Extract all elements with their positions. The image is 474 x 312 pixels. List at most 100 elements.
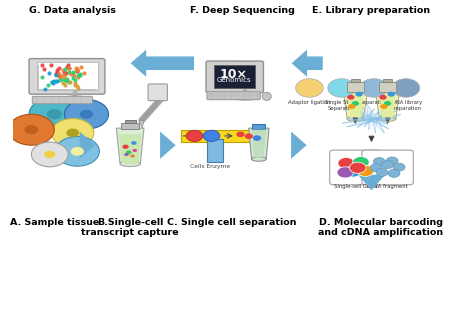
Point [59, 80, 66, 85]
Polygon shape [252, 130, 266, 158]
Ellipse shape [232, 96, 258, 100]
Bar [379, 82, 396, 92]
Point [70, 73, 78, 78]
Text: Cells Enzyme: Cells Enzyme [190, 164, 230, 169]
Point [48, 79, 56, 84]
Circle shape [55, 137, 100, 166]
Point [74, 85, 82, 90]
Text: cDNA library
preparation: cDNA library preparation [389, 100, 423, 110]
Text: Adaptor ligation: Adaptor ligation [288, 100, 331, 105]
Point [67, 71, 75, 76]
Circle shape [379, 95, 387, 100]
Text: A. Sample tissue: A. Sample tissue [9, 218, 99, 227]
Polygon shape [347, 93, 364, 117]
Point [65, 70, 73, 75]
Bar [351, 79, 360, 82]
Point [55, 73, 63, 78]
Point [71, 78, 79, 83]
Point [62, 82, 69, 87]
Point [60, 72, 68, 77]
Point [62, 78, 69, 83]
Point [65, 79, 73, 84]
Text: Genomics: Genomics [216, 77, 251, 83]
Bar [383, 79, 392, 82]
Ellipse shape [262, 92, 271, 100]
Point [48, 79, 55, 84]
Circle shape [237, 132, 245, 137]
Polygon shape [119, 134, 141, 162]
Point [73, 67, 81, 72]
Point [51, 78, 58, 83]
Ellipse shape [61, 96, 89, 100]
Ellipse shape [122, 160, 138, 164]
Circle shape [25, 125, 38, 134]
Circle shape [345, 166, 361, 177]
Point [52, 79, 60, 84]
Circle shape [386, 157, 398, 165]
Bar [125, 120, 136, 123]
Circle shape [186, 130, 203, 141]
Point [65, 66, 73, 71]
Polygon shape [379, 93, 396, 117]
Circle shape [71, 147, 84, 156]
Circle shape [388, 169, 400, 177]
Point [63, 79, 71, 84]
Point [64, 62, 72, 67]
Circle shape [388, 92, 395, 97]
Point [47, 62, 55, 67]
Point [77, 65, 85, 70]
Circle shape [376, 168, 388, 176]
Circle shape [9, 114, 55, 145]
Point [71, 80, 79, 85]
Point [55, 71, 63, 76]
Circle shape [374, 158, 385, 166]
Ellipse shape [120, 161, 140, 167]
Point [65, 65, 73, 70]
Point [76, 72, 84, 77]
Point [40, 66, 47, 71]
Bar [121, 123, 139, 129]
Point [69, 71, 76, 76]
Circle shape [393, 163, 405, 171]
Point [49, 80, 56, 85]
Circle shape [384, 101, 391, 106]
Circle shape [126, 150, 132, 154]
Text: G. Data analysis: G. Data analysis [29, 6, 116, 15]
Circle shape [44, 151, 55, 158]
FancyBboxPatch shape [206, 61, 264, 93]
Point [56, 75, 64, 80]
Circle shape [31, 142, 68, 167]
Point [59, 76, 67, 81]
FancyBboxPatch shape [148, 84, 167, 101]
Circle shape [382, 161, 393, 169]
Text: Separation: Separation [359, 100, 388, 105]
Point [73, 68, 81, 73]
Circle shape [380, 104, 388, 109]
Point [53, 68, 60, 73]
Bar [347, 82, 364, 92]
Circle shape [357, 165, 374, 176]
Point [63, 71, 70, 76]
Point [70, 69, 77, 74]
FancyBboxPatch shape [362, 150, 413, 185]
Circle shape [132, 149, 137, 152]
Point [38, 62, 46, 67]
Point [41, 86, 49, 91]
Circle shape [338, 158, 355, 169]
Bar [181, 130, 250, 142]
Point [44, 83, 51, 88]
Text: E. Library preparation: E. Library preparation [312, 6, 430, 15]
Polygon shape [249, 128, 269, 159]
Point [74, 73, 82, 78]
Text: Single Stand
Separation: Single Stand Separation [325, 100, 358, 110]
Text: 10×: 10× [219, 68, 247, 81]
Circle shape [296, 79, 323, 97]
Bar [214, 65, 255, 88]
Point [60, 74, 68, 79]
Circle shape [356, 92, 363, 97]
Circle shape [130, 154, 135, 158]
Circle shape [360, 79, 388, 97]
Circle shape [349, 162, 366, 173]
Point [63, 65, 71, 70]
Text: F. Deep Sequencing: F. Deep Sequencing [191, 6, 295, 15]
